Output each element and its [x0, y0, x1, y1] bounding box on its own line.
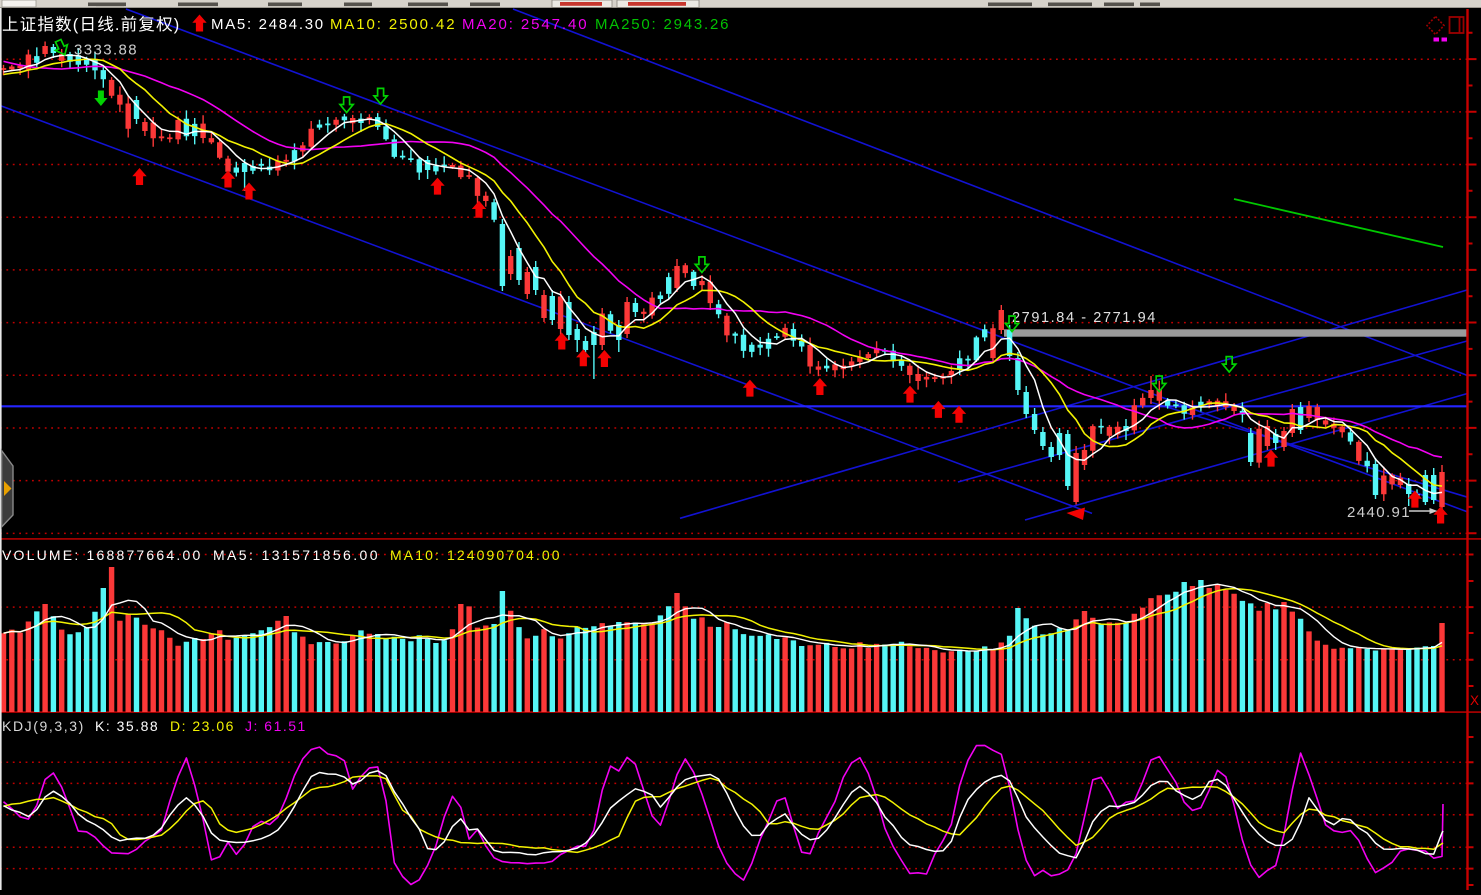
- svg-text:MA10: 2500.42: MA10: 2500.42: [330, 16, 456, 33]
- svg-text:KDJ(9,3,3): KDJ(9,3,3): [2, 718, 85, 734]
- svg-text:MA250: 2943.26: MA250: 2943.26: [595, 16, 730, 33]
- svg-text:J: 61.51: J: 61.51: [245, 718, 307, 734]
- svg-text:MA10: 124090704.00: MA10: 124090704.00: [390, 547, 562, 563]
- svg-text:D: 23.06: D: 23.06: [170, 718, 235, 734]
- svg-text:K: 35.88: K: 35.88: [95, 718, 159, 734]
- svg-text:2440.91: 2440.91: [1347, 504, 1411, 521]
- svg-text:2791.84 - 2771.94: 2791.84 - 2771.94: [1012, 310, 1157, 326]
- svg-text:MA5: 131571856.00: MA5: 131571856.00: [213, 547, 380, 563]
- svg-text:VOLUME: 168877664.00: VOLUME: 168877664.00: [2, 547, 202, 563]
- svg-text:MA20: 2547.40: MA20: 2547.40: [462, 16, 588, 33]
- svg-text:上证指数(日线.前复权): 上证指数(日线.前复权): [2, 15, 180, 34]
- svg-text:MA5: 2484.30: MA5: 2484.30: [211, 16, 325, 33]
- svg-text:3333.88: 3333.88: [74, 42, 138, 59]
- svg-text:X: X: [1470, 693, 1479, 708]
